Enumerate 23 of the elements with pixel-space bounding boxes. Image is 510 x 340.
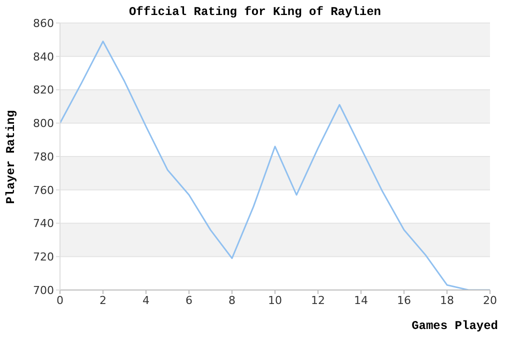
y-axis-title: Player Rating	[4, 110, 18, 204]
y-tick-label: 720	[33, 250, 54, 264]
chart-title: Official Rating for King of Raylien	[128, 5, 382, 19]
x-tick-label: 20	[483, 294, 497, 307]
y-tick-label: 740	[33, 217, 54, 230]
x-tick-label: 14	[354, 294, 368, 307]
y-tick-label: 700	[33, 284, 54, 297]
x-tick-label: 2	[100, 294, 106, 307]
y-tick-label: 860	[33, 16, 54, 30]
y-tick-label: 820	[33, 84, 54, 97]
x-tick-label: 10	[268, 294, 282, 307]
y-tick-label: 800	[33, 117, 54, 130]
y-tick-label: 840	[33, 50, 54, 64]
y-tick-label: 760	[33, 184, 54, 197]
x-tick-label: 4	[142, 294, 150, 307]
y-tick-label: 780	[33, 150, 54, 164]
x-tick-label: 6	[186, 294, 192, 307]
x-tick-label: 8	[228, 294, 236, 307]
x-axis-title: Games Played	[412, 319, 498, 333]
x-tick-label: 18	[440, 294, 454, 307]
x-tick-label: 12	[311, 294, 325, 307]
x-tick-label: 16	[397, 294, 411, 307]
x-tick-label: 0	[56, 294, 64, 307]
